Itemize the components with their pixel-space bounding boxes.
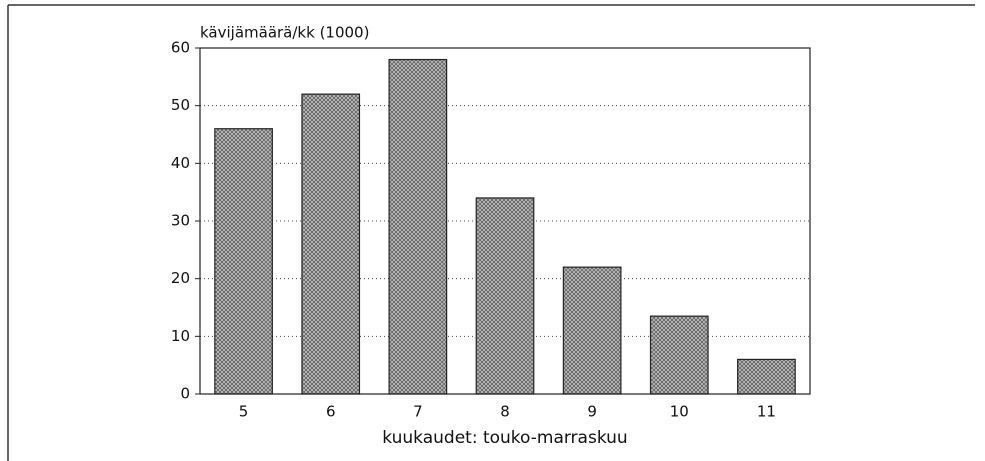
y-tick-label: 50: [171, 96, 190, 114]
bar: [649, 315, 709, 395]
y-tick-label: 10: [171, 327, 190, 345]
y-tick-label: 40: [171, 154, 190, 172]
bar: [214, 128, 273, 395]
x-tick-label: 9: [587, 403, 597, 421]
bar: [737, 358, 796, 395]
y-tick-label: 20: [171, 269, 190, 287]
x-tick-label: 6: [326, 403, 336, 421]
bar: [475, 197, 535, 395]
x-tick-label: 7: [413, 403, 423, 421]
y-tick-label: 30: [171, 212, 190, 230]
y-tick-label: 60: [171, 39, 190, 57]
y-axis-label: kävijämäärä/kk (1000): [200, 24, 369, 42]
bar: [562, 266, 622, 395]
y-tick-label: 0: [180, 385, 190, 403]
x-tick-label: 11: [757, 403, 776, 421]
plot-frame: [199, 47, 811, 395]
bar: [388, 58, 448, 395]
bar: [301, 93, 361, 395]
x-axis-label: kuukaudet: touko-marraskuu: [382, 428, 627, 448]
x-tick-label: 10: [670, 403, 689, 421]
x-tick-label: 5: [239, 403, 249, 421]
x-tick-label: 8: [500, 403, 510, 421]
